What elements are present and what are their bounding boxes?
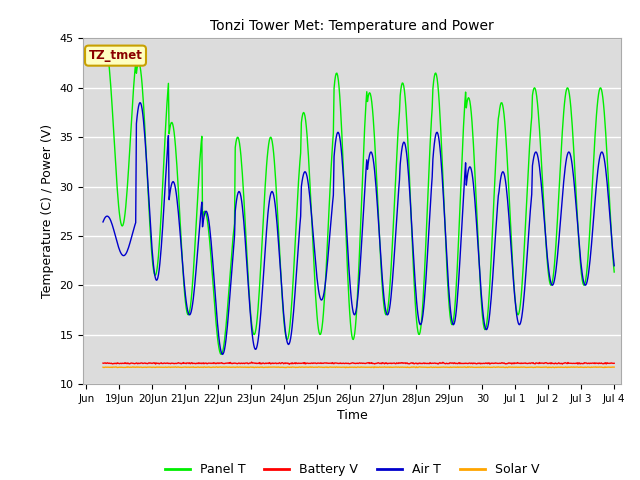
Text: TZ_tmet: TZ_tmet xyxy=(88,49,143,62)
Legend: Panel T, Battery V, Air T, Solar V: Panel T, Battery V, Air T, Solar V xyxy=(160,458,544,480)
X-axis label: Time: Time xyxy=(337,409,367,422)
Y-axis label: Temperature (C) / Power (V): Temperature (C) / Power (V) xyxy=(41,124,54,298)
Title: Tonzi Tower Met: Temperature and Power: Tonzi Tower Met: Temperature and Power xyxy=(210,19,494,33)
